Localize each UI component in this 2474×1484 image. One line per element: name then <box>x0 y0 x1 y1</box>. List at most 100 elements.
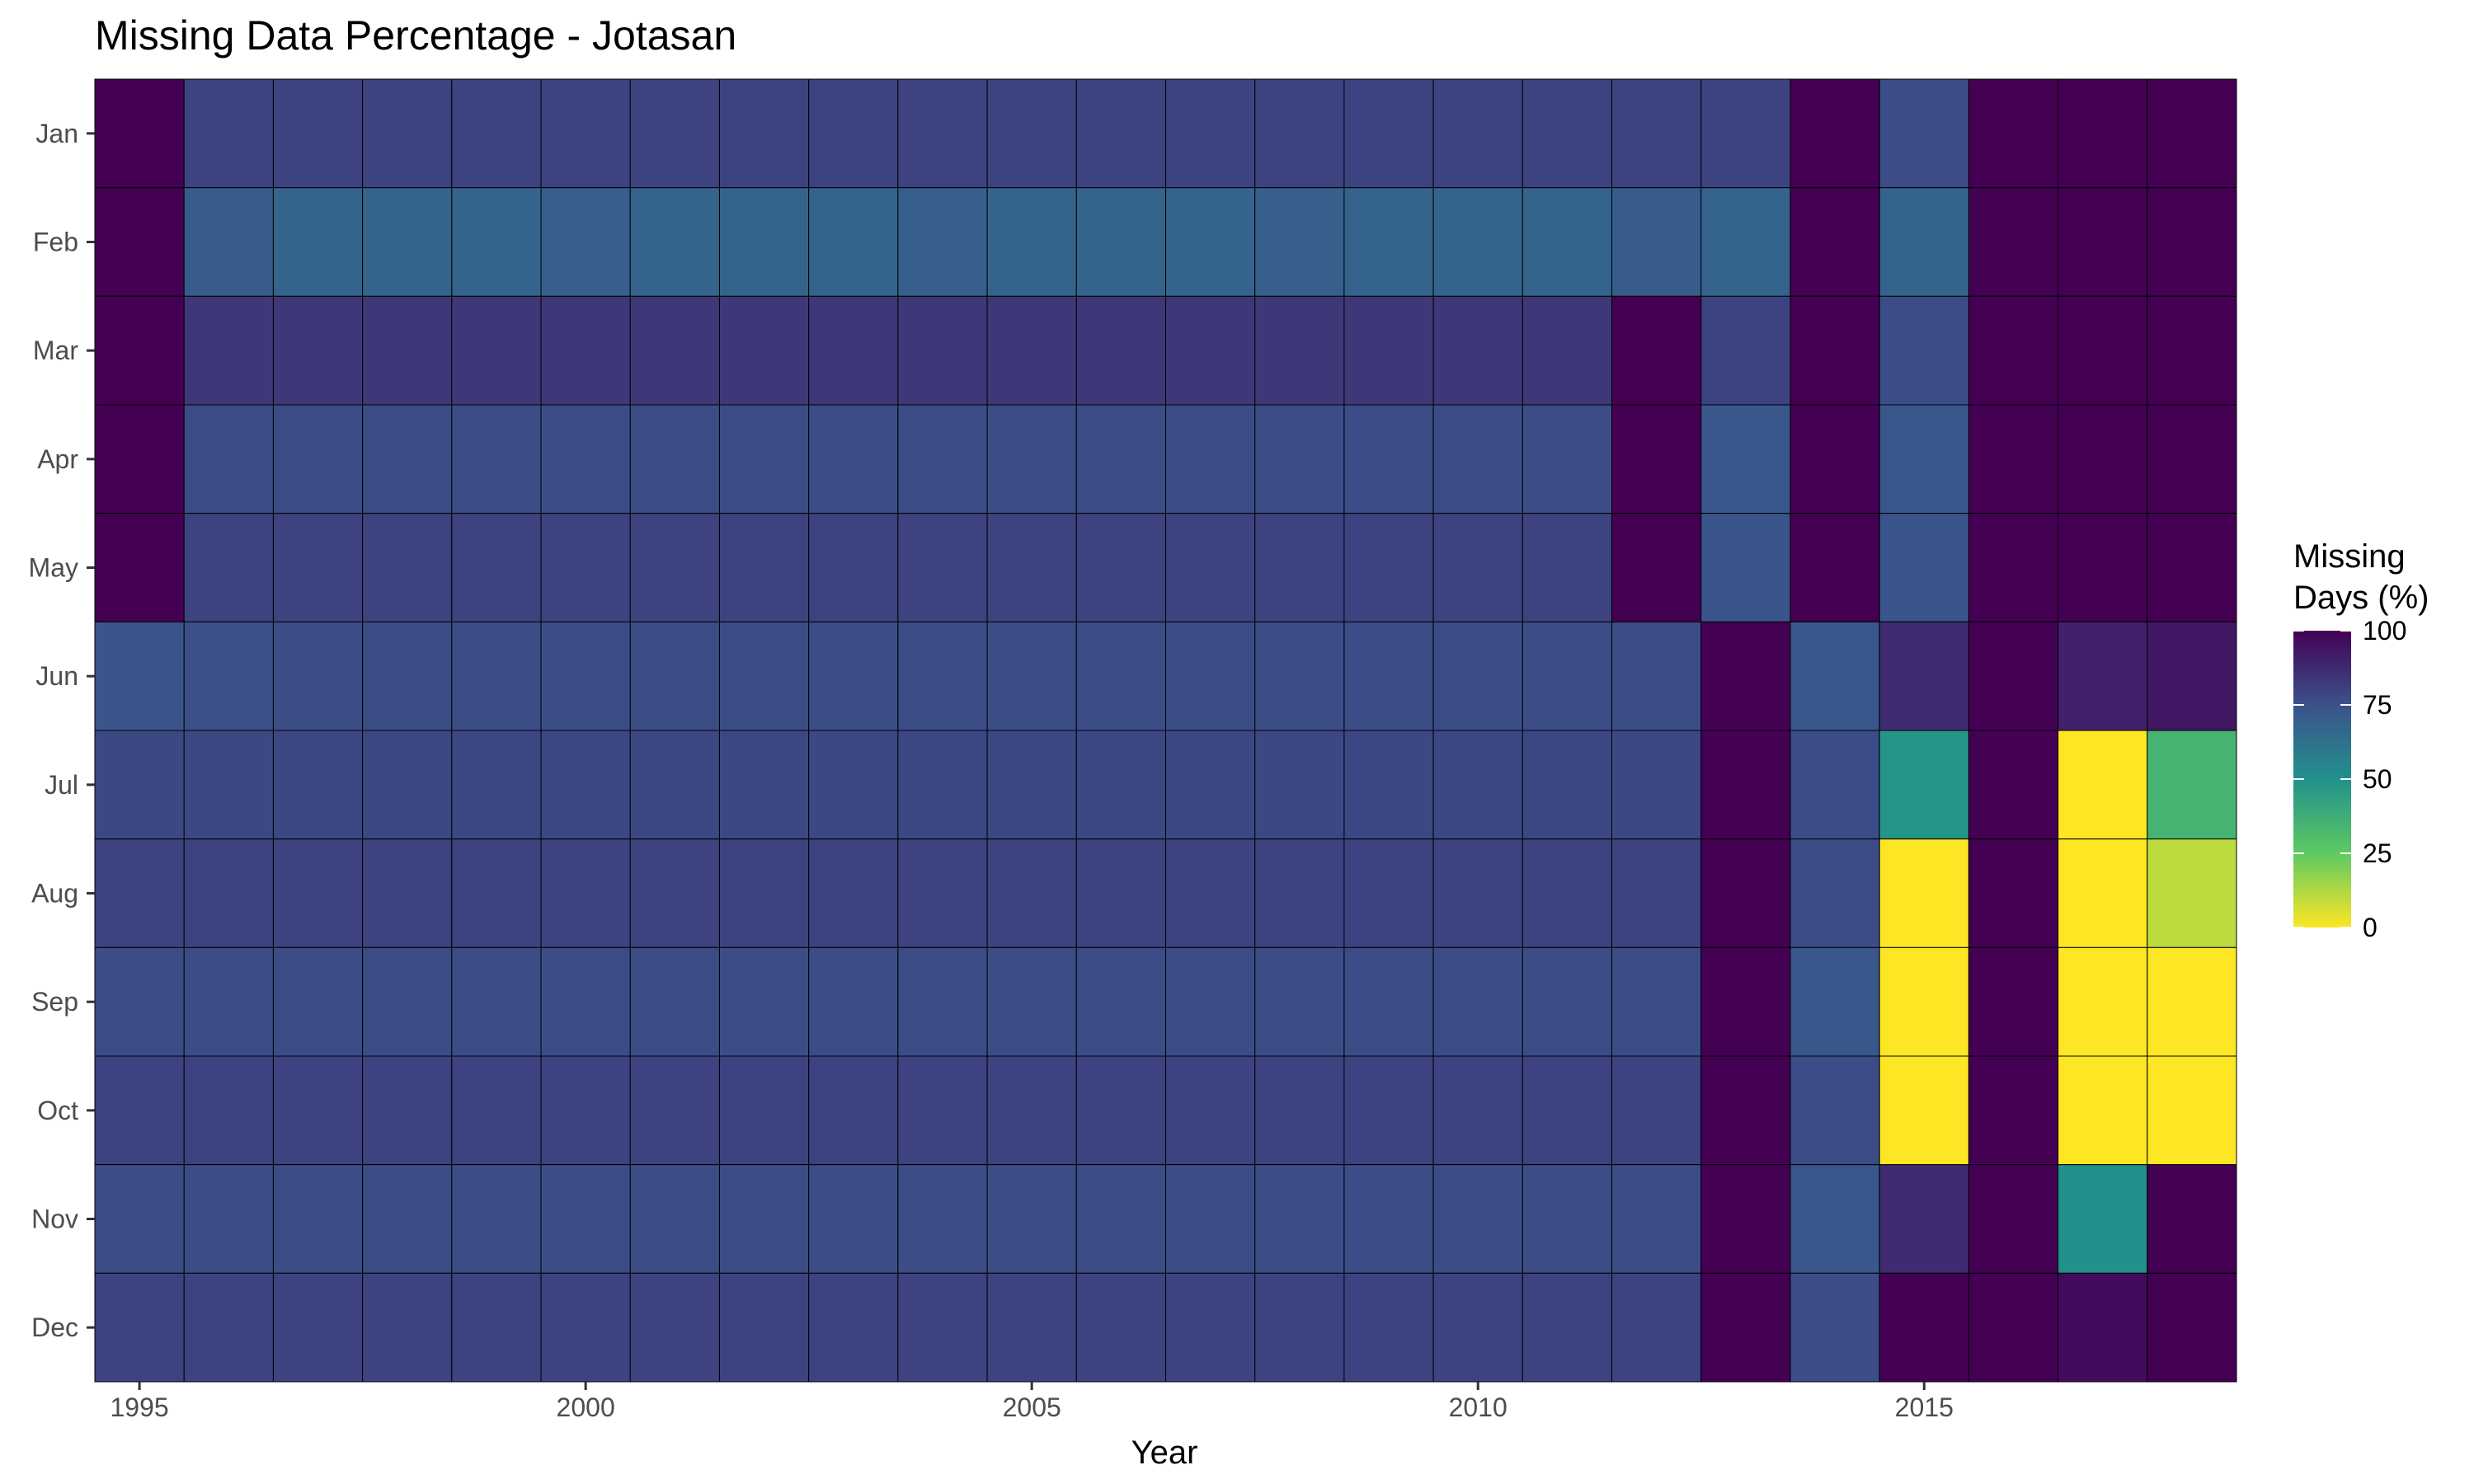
heatmap-cell <box>1790 78 1880 189</box>
heatmap-cell <box>1165 513 1256 622</box>
heatmap-cell <box>1254 187 1345 297</box>
heatmap-cell <box>94 621 185 731</box>
heatmap-cell <box>272 1272 364 1383</box>
heatmap-cell <box>1879 295 1969 406</box>
legend-tick-label: 0 <box>2363 913 2378 942</box>
heatmap-cell <box>1254 1055 1345 1166</box>
heatmap-cell <box>986 1055 1077 1166</box>
heatmap-cell <box>2058 621 2148 731</box>
heatmap-cell <box>1522 404 1613 514</box>
x-tick-label: 2000 <box>557 1392 615 1422</box>
heatmap-cell <box>897 404 988 514</box>
heatmap-cell <box>272 730 364 840</box>
heatmap-cell <box>2058 404 2148 514</box>
heatmap-cell <box>629 1164 720 1274</box>
heatmap-cell <box>1254 1164 1345 1274</box>
heatmap-cell <box>1522 1055 1613 1166</box>
heatmap-cell <box>897 1055 988 1166</box>
heatmap-cell <box>451 513 542 622</box>
heatmap-cell <box>451 295 542 406</box>
heatmap-cell <box>2147 1055 2237 1166</box>
heatmap-cell <box>718 730 810 840</box>
heatmap-cell <box>1968 404 2059 514</box>
heatmap-cell <box>1790 621 1880 731</box>
heatmap-cell <box>1075 621 1167 731</box>
heatmap-cell <box>1432 1272 1523 1383</box>
heatmap-cell <box>1432 513 1523 622</box>
heatmap-cell <box>986 187 1077 297</box>
heatmap-cell <box>2058 1164 2148 1274</box>
heatmap-cell <box>986 78 1077 189</box>
heatmap-cell <box>94 513 185 622</box>
heatmap-cell <box>1075 513 1167 622</box>
heatmap-cell <box>1522 513 1613 622</box>
heatmap-cell <box>629 946 720 1057</box>
heatmap-cell <box>1432 946 1523 1057</box>
heatmap-cell <box>1343 78 1434 189</box>
heatmap-cell <box>986 730 1077 840</box>
y-tick-label: May <box>29 553 78 583</box>
heatmap-cell <box>1968 621 2059 731</box>
heatmap-cell <box>2147 730 2237 840</box>
heatmap-cell <box>1611 78 1702 189</box>
x-axis: 1995 2000 2005 2010 2015 <box>111 1382 1954 1422</box>
heatmap-cell <box>897 187 988 297</box>
heatmap-cell <box>1790 1055 1880 1166</box>
heatmap-cell <box>1165 1272 1256 1383</box>
heatmap-cell <box>897 1272 988 1383</box>
heatmap-cell <box>451 730 542 840</box>
heatmap-cell <box>1611 838 1702 948</box>
heatmap-cell <box>183 1164 274 1274</box>
y-tick-label: Oct <box>37 1096 78 1125</box>
heatmap-cell <box>1432 838 1523 948</box>
heatmap-cell <box>1700 621 1791 731</box>
heatmap-cell <box>94 1272 185 1383</box>
heatmap-cell <box>2147 838 2237 948</box>
heatmap-cell <box>1165 187 1256 297</box>
heatmap-cell <box>451 1055 542 1166</box>
heatmap-cell <box>272 513 364 622</box>
heatmap-cell <box>1254 513 1345 622</box>
y-tick-label: Aug <box>31 879 78 909</box>
heatmap-cell <box>1968 1164 2059 1274</box>
heatmap-cell <box>2147 621 2237 731</box>
heatmap-cell <box>1254 946 1345 1057</box>
y-tick-label: Jul <box>45 770 78 800</box>
heatmap-cell <box>362 295 453 406</box>
heatmap-cell <box>183 295 274 406</box>
heatmap-cell <box>1075 730 1167 840</box>
heatmap-cell <box>1879 1272 1969 1383</box>
heatmap-cell <box>94 295 185 406</box>
heatmap-cell <box>897 730 988 840</box>
heatmap-cell <box>451 838 542 948</box>
heatmap-cell <box>362 187 453 297</box>
heatmap-cell <box>94 1055 185 1166</box>
heatmap-cell <box>718 838 810 948</box>
heatmap-cell <box>540 621 631 731</box>
heatmap-cell <box>1075 838 1167 948</box>
heatmap-cell <box>1968 1272 2059 1383</box>
heatmap-cell <box>1611 1164 1702 1274</box>
heatmap-cell <box>897 946 988 1057</box>
heatmap-cell <box>808 621 899 731</box>
heatmap-cell <box>183 404 274 514</box>
heatmap-cell <box>1790 1164 1880 1274</box>
heatmap-cell <box>1611 1272 1702 1383</box>
heatmap-cell <box>272 621 364 731</box>
heatmap-cell <box>1700 187 1791 297</box>
heatmap-cell <box>808 1164 899 1274</box>
legend-tick-label: 100 <box>2363 616 2406 646</box>
y-tick-label: Jan <box>35 119 78 148</box>
heatmap-cell <box>1522 621 1613 731</box>
heatmap-cell <box>808 513 899 622</box>
heatmap-cell <box>1611 295 1702 406</box>
heatmap-cell <box>362 621 453 731</box>
heatmap-cell <box>897 78 988 189</box>
heatmap-cell <box>183 838 274 948</box>
heatmap-cell <box>718 404 810 514</box>
heatmap-cell <box>1968 187 2059 297</box>
x-tick-label: 2005 <box>1003 1392 1061 1422</box>
heatmap-cell <box>986 838 1077 948</box>
heatmap-cell <box>362 1272 453 1383</box>
heatmap-cell <box>718 946 810 1057</box>
